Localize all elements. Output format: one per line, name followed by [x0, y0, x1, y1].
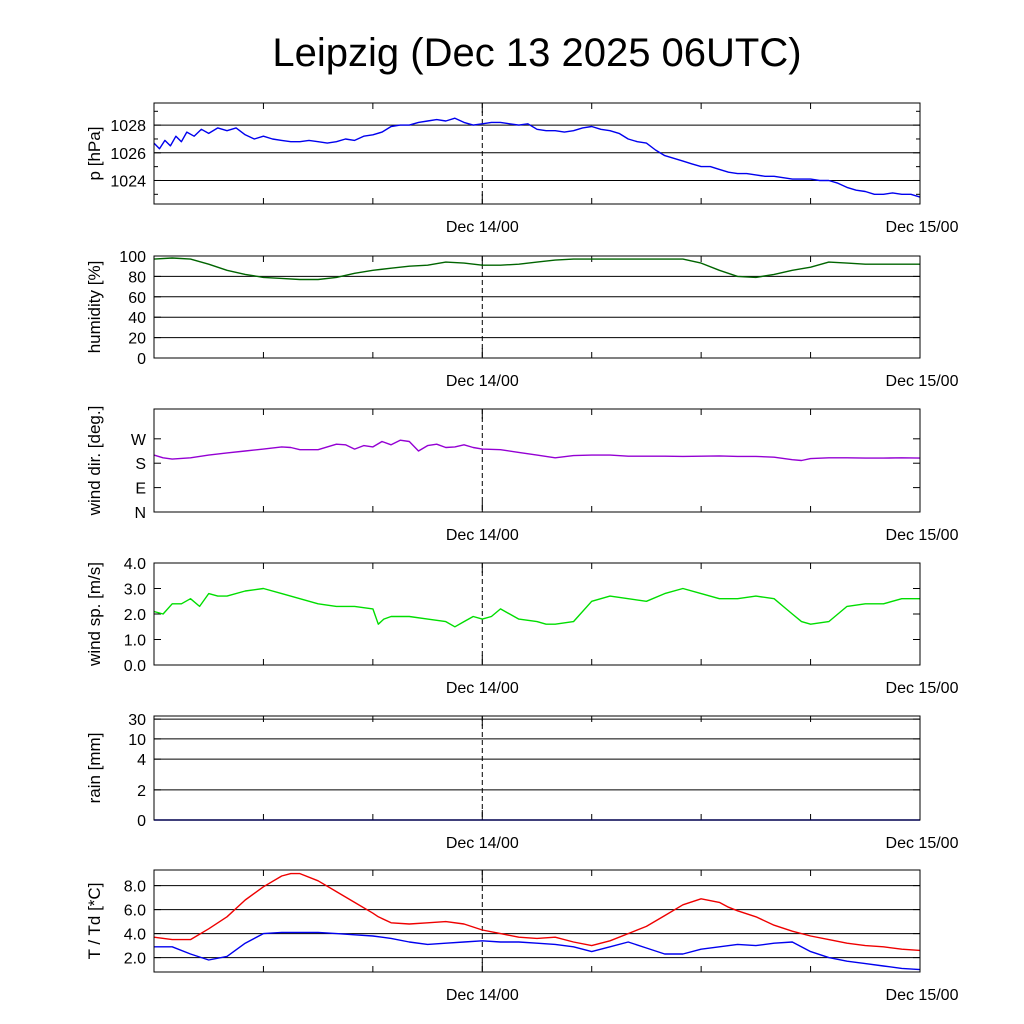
- plot-frame: [153, 408, 921, 513]
- x-label-dec15: Dec 15/00: [886, 680, 959, 697]
- series-line-1: [153, 439, 921, 462]
- panel-1: 1024 1026 1028 p [hPa] Dec 14/00 Dec 15/00: [85, 102, 959, 236]
- y-tick-label-4: W: [131, 432, 147, 449]
- panel-2: 0 20 40 60 80 100 humidity [%] Dec 14/00 Dec 15/…: [85, 249, 959, 390]
- y-tick-label-2: 20: [128, 331, 146, 348]
- y-tick-label-5: 4.0: [124, 556, 146, 573]
- x-label-dec14: Dec 14/00: [446, 219, 519, 236]
- y-tick-label-4: 8.0: [124, 879, 146, 896]
- y-axis-label: humidity [%]: [85, 261, 104, 354]
- y-tick-label-1: 0: [137, 813, 146, 830]
- y-tick-label-4: 3.0: [124, 582, 146, 599]
- series-line-1: [153, 587, 920, 628]
- x-label-dec14: Dec 14/00: [446, 527, 519, 544]
- plot-frame: [153, 255, 921, 359]
- panel-4: 0.0 1.0 2.0 3.0 4.0 wind sp. [m/s] Dec 14/00 De…: [85, 556, 959, 697]
- x-label-dec15: Dec 15/00: [886, 527, 959, 544]
- x-label-dec14: Dec 14/00: [446, 835, 519, 852]
- series-line-2: [154, 931, 921, 971]
- y-axis-label: rain [mm]: [85, 733, 104, 804]
- plot-frame: [153, 562, 921, 666]
- y-tick-label-3: 2.0: [124, 607, 146, 624]
- y-axis-label: T / Td [*C]: [85, 883, 104, 960]
- y-tick-label-1: N: [134, 505, 146, 522]
- y-tick-label-3: 4: [137, 752, 146, 769]
- x-label-dec14: Dec 14/00: [446, 680, 519, 697]
- plot-frame: [153, 715, 921, 821]
- x-label-dec15: Dec 15/00: [886, 219, 959, 236]
- y-tick-label-4: 60: [128, 290, 146, 307]
- panel-6: 2.0 4.0 6.0 8.0 T / Td [*C] Dec 14/00 Dec 15/0…: [85, 869, 959, 1004]
- y-tick-label-5: 30: [128, 712, 146, 729]
- y-tick-label-3: S: [135, 456, 146, 473]
- series-line-1: [153, 872, 921, 952]
- x-label-dec14: Dec 14/00: [446, 987, 519, 1004]
- series-line-1: [153, 257, 920, 281]
- y-axis-label: p [hPa]: [85, 127, 104, 181]
- y-tick-label-2: 1.0: [124, 633, 146, 650]
- y-axis-label: wind sp. [m/s]: [85, 562, 104, 667]
- y-tick-label-3: 6.0: [124, 903, 146, 920]
- y-tick-label-1: 0.0: [124, 658, 146, 675]
- y-tick-label-2: 2: [137, 783, 146, 800]
- y-tick-label-1: 1024: [110, 173, 146, 190]
- plot-frame: [153, 869, 921, 973]
- y-tick-label-2: E: [135, 481, 146, 498]
- y-tick-label-6: 100: [119, 249, 146, 266]
- x-label-dec15: Dec 15/00: [886, 987, 959, 1004]
- x-label-dec15: Dec 15/00: [886, 835, 959, 852]
- series-line-1: [153, 117, 921, 198]
- x-label-dec15: Dec 15/00: [886, 373, 959, 390]
- plot-frame: [153, 102, 921, 205]
- y-tick-label-4: 10: [128, 732, 146, 749]
- x-label-dec14: Dec 14/00: [446, 373, 519, 390]
- y-tick-label-2: 1026: [110, 146, 146, 163]
- y-tick-label-3: 40: [128, 310, 146, 327]
- chart-title: Leipzig (Dec 13 2025 06UTC): [272, 31, 801, 75]
- y-tick-label-2: 4.0: [124, 927, 146, 944]
- panel-5: 0 2 4 10 30 rain [mm] Dec 14/00 Dec 15/00: [85, 712, 959, 852]
- y-tick-label-3: 1028: [110, 118, 146, 135]
- y-tick-label-1: 2.0: [124, 951, 146, 968]
- y-tick-label-5: 80: [128, 269, 146, 286]
- y-axis-label: wind dir. [deg.]: [85, 406, 104, 517]
- y-tick-label-1: 0: [137, 351, 146, 368]
